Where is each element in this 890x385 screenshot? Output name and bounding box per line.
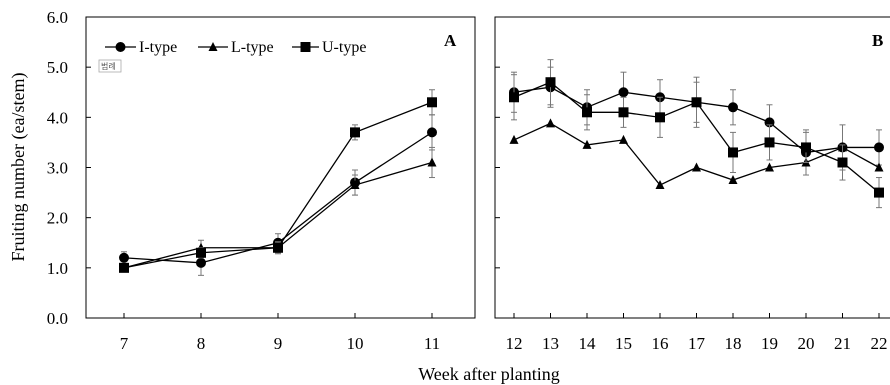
series-l-type — [509, 118, 884, 190]
y-tick-label: 5.0 — [47, 58, 68, 77]
legend-label: U-type — [322, 39, 366, 56]
square-marker — [196, 247, 206, 258]
y-tick-label: 1.0 — [47, 259, 68, 278]
x-tick-label: 9 — [274, 334, 283, 353]
circle-marker — [119, 252, 129, 263]
triangle-marker — [874, 162, 884, 172]
x-tick-label: 15 — [615, 334, 632, 353]
y-tick-label: 2.0 — [47, 209, 68, 228]
x-tick-label: 19 — [761, 334, 778, 353]
triangle-marker — [546, 118, 555, 128]
legend-item-u-type: U-type — [292, 39, 366, 56]
legend-label: L-type — [231, 39, 274, 56]
square-marker — [545, 77, 556, 88]
triangle-marker — [427, 157, 437, 167]
square-marker — [350, 127, 360, 138]
panel-a-label: A — [444, 31, 457, 50]
circle-marker — [728, 102, 738, 113]
circle-marker — [427, 127, 437, 138]
triangle-marker — [350, 180, 360, 190]
square-marker — [582, 107, 592, 118]
square-marker — [764, 137, 775, 148]
y-tick-label: 6.0 — [47, 8, 68, 27]
square-marker — [801, 142, 811, 153]
square-marker — [874, 187, 884, 198]
y-axis-title: Fruiting number (ea/stem) — [8, 73, 29, 262]
x-tick-label: 7 — [120, 334, 129, 353]
square-marker — [300, 42, 311, 52]
square-marker — [837, 157, 848, 168]
square-marker — [618, 107, 629, 118]
x-tick-label: 12 — [506, 334, 523, 353]
triangle-marker — [692, 162, 701, 172]
square-marker — [691, 97, 702, 108]
circle-marker — [618, 87, 629, 98]
triangle-marker — [582, 139, 592, 149]
circle-marker — [115, 42, 126, 52]
x-tick-label: 8 — [197, 334, 206, 353]
x-tick-label: 18 — [725, 334, 742, 353]
y-tick-label: 0.0 — [47, 309, 68, 328]
legend-tag: 범례 — [101, 61, 116, 71]
triangle-marker — [509, 134, 519, 144]
y-tick-label: 3.0 — [47, 159, 68, 178]
square-marker — [119, 262, 129, 273]
panel-b-frame — [494, 16, 890, 319]
square-marker — [509, 92, 519, 103]
x-tick-label: 14 — [579, 334, 597, 353]
x-tick-label: 10 — [347, 334, 364, 353]
x-tick-label: 16 — [652, 334, 669, 353]
series-line — [513, 122, 880, 186]
x-tick-label: 11 — [424, 334, 440, 353]
circle-marker — [874, 142, 884, 153]
triangle-marker — [208, 42, 218, 51]
x-tick-label: 17 — [688, 334, 706, 353]
panel-b-label: B — [872, 31, 883, 50]
triangle-marker — [728, 175, 738, 185]
y-tick-label: 4.0 — [47, 108, 68, 127]
x-tick-label: 13 — [542, 334, 559, 353]
x-tick-label: 22 — [871, 334, 888, 353]
legend-label: I-type — [139, 39, 177, 56]
square-marker — [273, 242, 283, 253]
series-u-type — [509, 59, 884, 209]
legend-item-i-type: I-type — [105, 39, 177, 56]
legend-item-l-type: L-type — [198, 39, 274, 56]
triangle-marker — [619, 134, 628, 144]
series-u-type — [119, 89, 437, 273]
circle-marker — [196, 257, 206, 268]
triangle-marker — [655, 180, 665, 190]
triangle-marker — [765, 162, 774, 172]
x-tick-label: 21 — [834, 334, 851, 353]
x-axis-title: Week after planting — [418, 364, 560, 384]
square-marker — [728, 147, 738, 158]
square-marker — [427, 97, 437, 108]
legend-tag-box — [98, 59, 122, 73]
x-tick-label: 20 — [798, 334, 815, 353]
square-marker — [655, 112, 665, 123]
